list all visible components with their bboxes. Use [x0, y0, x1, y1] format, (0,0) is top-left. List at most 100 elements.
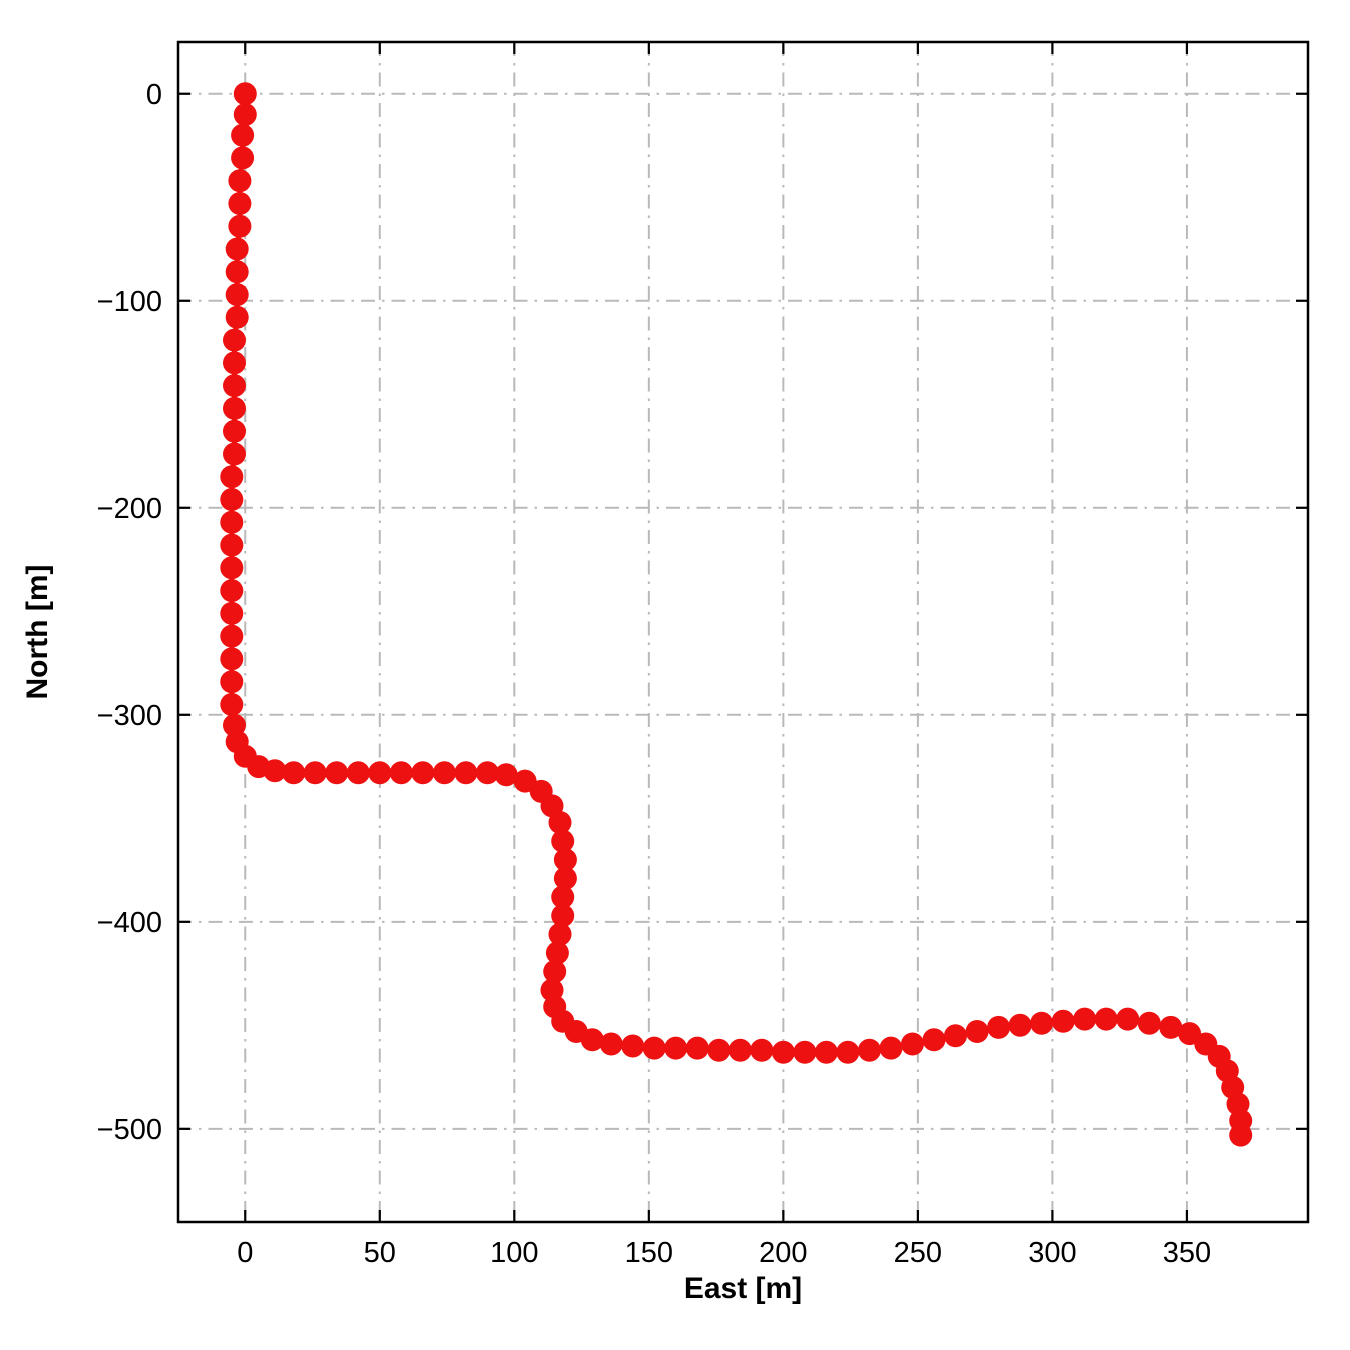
- trajectory-point: [368, 761, 392, 785]
- trajectory-point: [432, 761, 456, 785]
- trajectory-point: [220, 488, 244, 511]
- trajectory-point: [771, 1040, 795, 1064]
- trajectory-point: [220, 556, 244, 580]
- trajectory-point: [220, 624, 244, 648]
- trajectory-point: [987, 1015, 1011, 1039]
- trajectory-point: [750, 1038, 774, 1062]
- trajectory-point: [223, 374, 246, 398]
- trajectory-point: [233, 82, 257, 106]
- y-tick-label: −400: [97, 907, 162, 939]
- trajectory-point: [223, 328, 246, 352]
- trajectory-point: [793, 1040, 817, 1064]
- x-tick-label: 100: [490, 1237, 538, 1269]
- trajectory-point: [944, 1024, 967, 1048]
- y-tick-label: −500: [97, 1114, 162, 1146]
- trajectory-point: [707, 1038, 731, 1062]
- x-tick-label: 150: [625, 1237, 673, 1269]
- trajectory-point: [282, 761, 306, 785]
- trajectory-point: [1073, 1007, 1097, 1031]
- x-tick-label: 0: [237, 1237, 253, 1269]
- x-tick-label: 300: [1028, 1237, 1076, 1269]
- trajectory-point: [220, 465, 244, 489]
- trajectory-point: [220, 670, 244, 694]
- trajectory-point: [553, 848, 577, 872]
- trajectory-point: [553, 866, 577, 890]
- trajectory-point: [225, 237, 249, 261]
- trajectory-point: [228, 169, 252, 193]
- trajectory-point: [228, 214, 252, 238]
- x-tick-label: 350: [1163, 1237, 1211, 1269]
- trajectory-point: [220, 510, 244, 534]
- y-tick-label: −100: [97, 286, 162, 318]
- trajectory-point: [551, 829, 575, 853]
- trajectory-point: [454, 761, 478, 785]
- trajectory-point: [621, 1034, 645, 1058]
- trajectory-point: [225, 260, 249, 284]
- y-tick-label: −200: [97, 493, 162, 525]
- trajectory-point: [389, 761, 413, 785]
- trajectory-point: [814, 1040, 838, 1064]
- trajectory-point: [1051, 1009, 1075, 1033]
- trajectory-point: [551, 904, 575, 928]
- trajectory-point: [225, 305, 249, 329]
- axis-ticks: 0 50 100 150 200 250 300 350 0 −100 −200 −300 −400 −5…: [97, 42, 1308, 1269]
- trajectory-point: [548, 922, 572, 946]
- trajectory-point: [231, 123, 255, 147]
- trajectory-point: [879, 1036, 903, 1060]
- x-tick-label: 50: [364, 1237, 396, 1269]
- x-tick-label: 200: [759, 1237, 807, 1269]
- trajectory-point: [346, 761, 370, 785]
- trajectory-point: [223, 419, 246, 443]
- y-tick-label: −300: [97, 700, 162, 732]
- trajectory-point: [836, 1040, 860, 1064]
- trajectory-point: [664, 1036, 688, 1060]
- trajectory-point: [220, 647, 244, 671]
- trajectory-point: [1229, 1123, 1253, 1147]
- trajectory-point: [922, 1028, 946, 1052]
- trajectory-point: [220, 533, 244, 557]
- trajectory-series: [220, 82, 1253, 1147]
- trajectory-point: [1094, 1007, 1118, 1031]
- trajectory-point: [965, 1020, 989, 1043]
- trajectory-point: [580, 1028, 604, 1052]
- trajectory-point: [1116, 1007, 1140, 1031]
- trajectory-point: [901, 1032, 924, 1056]
- trajectory-point: [223, 442, 246, 466]
- trajectory-point: [325, 761, 349, 785]
- trajectory-point: [228, 192, 252, 215]
- trajectory-point: [494, 763, 518, 787]
- x-axis-label: East [m]: [683, 1272, 803, 1305]
- trajectory-point: [220, 579, 244, 603]
- y-axis-label: North [m]: [21, 564, 54, 700]
- trajectory-point: [225, 283, 249, 307]
- trajectory-point: [220, 601, 244, 625]
- trajectory-point: [1008, 1013, 1032, 1037]
- trajectory-point: [233, 103, 257, 126]
- trajectory-point: [858, 1038, 881, 1062]
- trajectory-point: [551, 885, 575, 909]
- trajectory-point: [1159, 1015, 1183, 1039]
- trajectory-point: [1137, 1011, 1161, 1035]
- grid-lines: [178, 42, 1308, 1222]
- trajectory-point: [548, 811, 572, 834]
- trajectory-point: [685, 1036, 709, 1060]
- trajectory-point: [1030, 1011, 1054, 1035]
- x-tick-label: 250: [894, 1237, 942, 1269]
- trajectory-point: [303, 761, 327, 785]
- trajectory-point: [411, 761, 435, 785]
- trajectory-line: [229, 91, 1244, 1138]
- trajectory-point: [220, 693, 244, 716]
- trajectory-point: [223, 396, 246, 420]
- trajectory-point: [599, 1032, 623, 1056]
- trajectory-point: [642, 1036, 666, 1060]
- trajectory-point: [728, 1038, 752, 1062]
- trajectory-point: [543, 960, 567, 983]
- trajectory-point: [223, 351, 246, 375]
- trajectory-point: [475, 761, 499, 785]
- plot-frame: [176, 40, 1310, 1224]
- y-tick-label: 0: [146, 79, 162, 111]
- trajectory-point: [545, 941, 569, 965]
- trajectory-point: [263, 759, 287, 783]
